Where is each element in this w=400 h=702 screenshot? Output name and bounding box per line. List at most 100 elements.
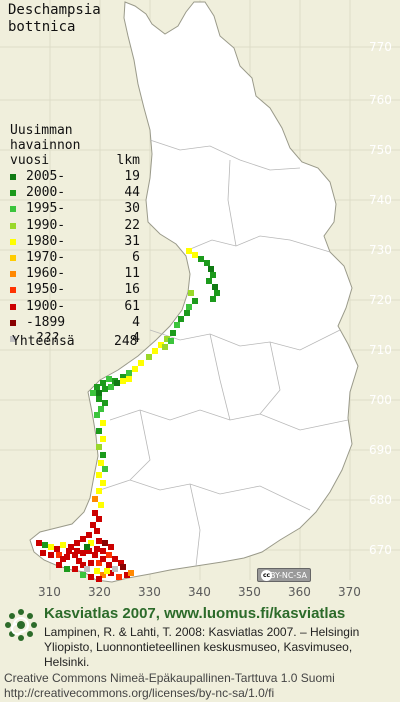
observation-square <box>100 420 106 426</box>
legend-count: 4 <box>132 330 140 346</box>
footer-title[interactable]: Kasviatlas 2007, www.luomus.fi/kasviatla… <box>44 605 346 622</box>
observation-square <box>186 304 192 310</box>
species-name-genus: Deschampsia <box>8 2 101 18</box>
observation-square <box>84 566 90 572</box>
observation-square <box>116 574 122 580</box>
observation-square <box>96 538 102 544</box>
observation-square <box>96 560 102 566</box>
legend-period: 1995- <box>26 201 66 217</box>
legend-count: 30 <box>124 201 140 217</box>
observation-square <box>94 546 100 552</box>
legend-total-value: 248 <box>114 334 138 349</box>
legend-swatch <box>10 238 16 245</box>
legend-swatch <box>10 190 16 197</box>
observation-square <box>64 554 70 560</box>
observation-square <box>112 566 118 572</box>
legend-count: 31 <box>124 233 140 249</box>
lon-label-370: 370 <box>338 585 361 599</box>
legend-period: ??? <box>36 330 60 346</box>
observation-square <box>106 562 112 568</box>
legend-row: 1980- 31 <box>10 233 140 250</box>
legend-heading-1: Uusimman <box>10 123 73 138</box>
observation-square <box>184 310 190 316</box>
observation-square <box>86 548 92 554</box>
legend-period: 2000- <box>26 185 66 201</box>
observation-square <box>88 540 94 546</box>
observation-square <box>94 528 100 534</box>
lon-label-320: 320 <box>88 585 111 599</box>
legend-period: 1980- <box>26 233 66 249</box>
map-area: 770 760 750 740 730 720 710 700 690 680 … <box>0 0 400 600</box>
lon-label-330: 330 <box>138 585 161 599</box>
observation-square <box>108 544 114 550</box>
legend-total: Yhteensä 248 <box>12 334 137 349</box>
observation-square <box>88 560 94 566</box>
observation-square <box>158 342 164 348</box>
legend-row: 1950- 16 <box>10 282 140 298</box>
observation-square <box>96 390 102 396</box>
observation-square <box>56 562 62 568</box>
observation-square <box>174 322 180 328</box>
observation-square <box>96 516 102 522</box>
observation-square <box>90 390 96 396</box>
observation-square <box>102 466 108 472</box>
observation-square <box>164 336 170 342</box>
lat-label-760: 760 <box>369 93 392 107</box>
observation-square <box>108 570 114 576</box>
observation-square <box>208 266 214 272</box>
observation-square <box>112 556 118 562</box>
legend-column-headers: vuosi lkm <box>10 153 140 169</box>
observation-square <box>146 354 152 360</box>
legend-row: 1990- 22 <box>10 218 140 234</box>
observation-square <box>80 550 86 556</box>
observation-square <box>100 380 106 386</box>
lon-label-340: 340 <box>188 585 211 599</box>
legend-period: 1960- <box>26 266 66 282</box>
legend-period: -1899 <box>26 314 66 330</box>
lon-label-360: 360 <box>288 585 311 599</box>
observation-square <box>80 572 86 578</box>
legend-swatch <box>10 206 16 213</box>
legend-row: 2005- 19 <box>10 169 140 185</box>
legend-period: 1950- <box>26 282 66 298</box>
observation-square <box>106 552 112 558</box>
observation-square <box>114 380 120 386</box>
observation-square <box>138 360 144 366</box>
observation-square <box>214 290 220 296</box>
observation-square <box>60 542 66 548</box>
observation-square <box>86 532 92 538</box>
lat-label-680: 680 <box>369 493 392 507</box>
observation-square <box>74 540 80 546</box>
species-name-epithet: bottnica <box>8 19 76 35</box>
observation-square <box>64 566 70 572</box>
observation-square <box>92 552 98 558</box>
cc-badge-text: BY-NC-SA <box>269 571 307 580</box>
legend-total-label: Yhteensä <box>12 334 75 349</box>
observation-square <box>152 348 158 354</box>
observation-square <box>120 564 126 570</box>
legend-swatch <box>10 222 16 229</box>
observation-square <box>80 536 86 542</box>
observation-square <box>106 376 112 382</box>
observation-square <box>92 496 98 502</box>
lon-label-310: 310 <box>38 585 61 599</box>
cc-license-badge[interactable]: cc BY-NC-SA <box>257 568 311 582</box>
legend-swatch <box>10 319 16 326</box>
province-borders <box>99 139 349 567</box>
observation-square <box>192 252 198 258</box>
observation-square <box>128 570 134 576</box>
legend-row: 1900- 61 <box>10 298 140 315</box>
observation-square <box>98 460 104 466</box>
lat-label-670: 670 <box>369 543 392 557</box>
legend-count: 22 <box>124 217 140 233</box>
observation-square <box>94 384 100 390</box>
observation-square <box>212 284 218 290</box>
legend-period: 1970- <box>26 249 66 265</box>
observation-square <box>124 572 130 578</box>
observation-square <box>92 510 98 516</box>
legend-period: 1900- <box>26 298 66 314</box>
observation-square <box>210 296 216 302</box>
lat-label-740: 740 <box>369 193 392 207</box>
legend-count: 6 <box>132 249 140 265</box>
legend-heading-2: havainnon <box>10 138 81 153</box>
